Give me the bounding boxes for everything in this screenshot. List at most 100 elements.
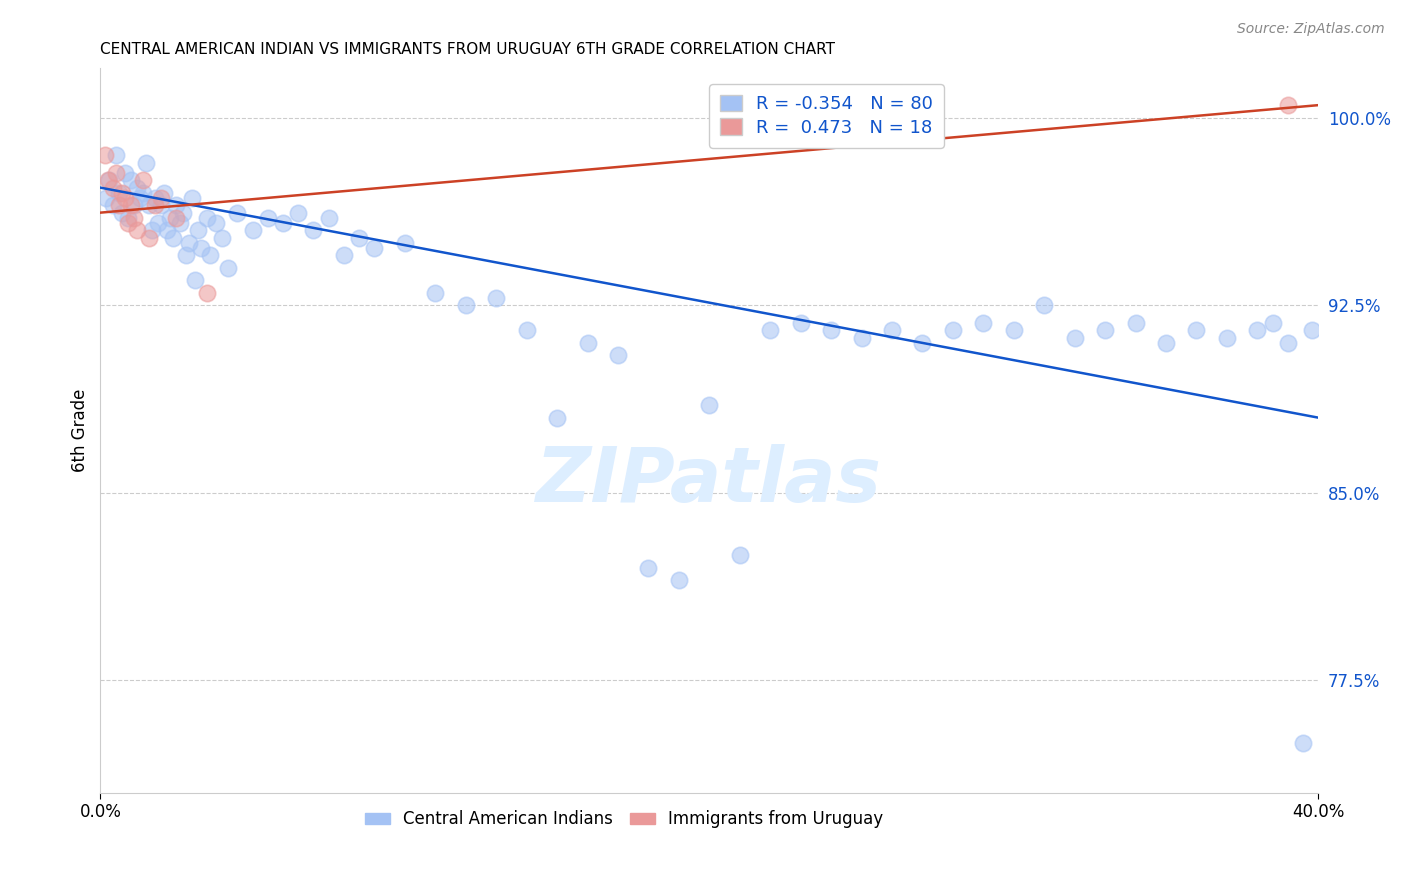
Point	[166, 211, 188, 225]
Point	[363, 241, 385, 255]
Point	[880, 323, 903, 337]
Point	[1154, 335, 1177, 350]
Point	[1277, 98, 1299, 112]
Point	[211, 230, 233, 244]
Point	[190, 241, 212, 255]
Point	[759, 323, 782, 337]
Point	[129, 191, 152, 205]
Point	[1033, 298, 1056, 312]
Point	[1277, 335, 1299, 350]
Point	[96, 191, 118, 205]
Point	[156, 223, 179, 237]
Point	[125, 223, 148, 237]
Point	[120, 198, 142, 212]
Point	[607, 348, 630, 362]
Point	[104, 148, 127, 162]
Point	[1261, 316, 1284, 330]
Point	[174, 248, 197, 262]
Text: Source: ZipAtlas.com: Source: ZipAtlas.com	[1237, 22, 1385, 37]
Point	[1301, 323, 1323, 337]
Point	[107, 198, 129, 212]
Point	[169, 216, 191, 230]
Point	[132, 173, 155, 187]
Y-axis label: 6th Grade: 6th Grade	[72, 388, 89, 472]
Point	[333, 248, 356, 262]
Point	[485, 291, 508, 305]
Point	[117, 211, 139, 225]
Point	[198, 248, 221, 262]
Point	[637, 560, 659, 574]
Point	[132, 186, 155, 200]
Point	[256, 211, 278, 225]
Point	[172, 205, 194, 219]
Point	[143, 191, 166, 205]
Point	[166, 198, 188, 212]
Point	[195, 285, 218, 300]
Point	[1246, 323, 1268, 337]
Point	[94, 148, 117, 162]
Point	[1185, 323, 1208, 337]
Point	[150, 198, 173, 212]
Point	[107, 186, 129, 200]
Legend: Central American Indians, Immigrants from Uruguay: Central American Indians, Immigrants fro…	[359, 804, 890, 835]
Point	[217, 260, 239, 275]
Point	[425, 285, 447, 300]
Point	[911, 335, 934, 350]
Text: CENTRAL AMERICAN INDIAN VS IMMIGRANTS FROM URUGUAY 6TH GRADE CORRELATION CHART: CENTRAL AMERICAN INDIAN VS IMMIGRANTS FR…	[100, 42, 835, 57]
Point	[114, 166, 136, 180]
Point	[205, 216, 228, 230]
Point	[820, 323, 842, 337]
Point	[138, 198, 160, 212]
Point	[1002, 323, 1025, 337]
Point	[942, 323, 965, 337]
Point	[972, 316, 994, 330]
Point	[789, 316, 811, 330]
Point	[162, 230, 184, 244]
Point	[122, 211, 145, 225]
Point	[135, 155, 157, 169]
Point	[668, 573, 690, 587]
Point	[159, 211, 181, 225]
Point	[138, 230, 160, 244]
Point	[101, 198, 124, 212]
Point	[347, 230, 370, 244]
Point	[98, 173, 121, 187]
Point	[287, 205, 309, 219]
Text: ZIPatlas: ZIPatlas	[536, 444, 883, 518]
Point	[1063, 331, 1085, 345]
Point	[187, 223, 209, 237]
Point	[1094, 323, 1116, 337]
Point	[851, 331, 873, 345]
Point	[318, 211, 340, 225]
Point	[394, 235, 416, 250]
Point	[104, 166, 127, 180]
Point	[148, 216, 170, 230]
Point	[302, 223, 325, 237]
Point	[226, 205, 249, 219]
Point	[242, 223, 264, 237]
Point	[120, 173, 142, 187]
Point	[184, 273, 207, 287]
Point	[1292, 736, 1315, 750]
Point	[728, 548, 751, 562]
Point	[117, 216, 139, 230]
Point	[150, 191, 173, 205]
Point	[111, 186, 134, 200]
Point	[454, 298, 477, 312]
Point	[101, 180, 124, 194]
Point	[114, 191, 136, 205]
Point	[546, 410, 568, 425]
Point	[153, 186, 176, 200]
Point	[180, 191, 202, 205]
Point	[1125, 316, 1147, 330]
Point	[141, 223, 163, 237]
Point	[516, 323, 538, 337]
Point	[177, 235, 200, 250]
Point	[576, 335, 599, 350]
Point	[122, 198, 145, 212]
Point	[143, 198, 166, 212]
Point	[125, 180, 148, 194]
Point	[111, 205, 134, 219]
Point	[271, 216, 294, 230]
Point	[1216, 331, 1239, 345]
